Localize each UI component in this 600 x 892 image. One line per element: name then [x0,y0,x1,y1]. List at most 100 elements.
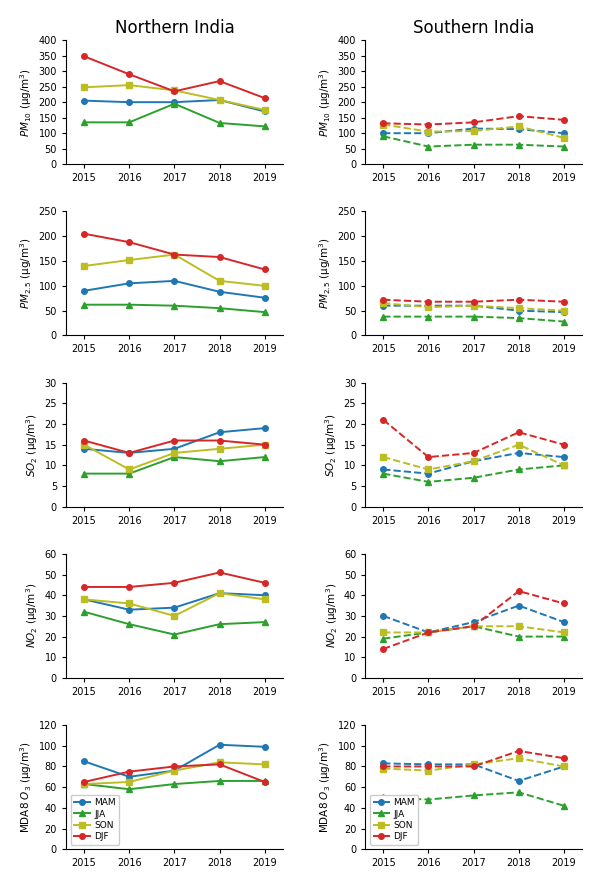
JJA [216,775,223,786]
DJF [380,644,387,655]
DJF [425,120,432,130]
MAM [515,775,523,786]
JJA [560,317,568,327]
JJA [80,300,88,310]
Y-axis label: $SO_2$ (µg/m$^3$): $SO_2$ (µg/m$^3$) [25,413,40,476]
JJA [425,311,432,322]
Line: SON: SON [380,121,567,141]
MAM [515,305,523,316]
JJA [380,468,387,479]
Title: Northern India: Northern India [115,20,234,37]
JJA [425,627,432,638]
SON [470,301,477,311]
JJA [125,117,133,128]
MAM [560,307,568,318]
MAM [125,605,133,615]
SON [560,460,568,471]
MAM [470,616,477,627]
Line: JJA: JJA [81,454,268,476]
Line: DJF: DJF [380,297,567,304]
DJF [515,746,523,756]
Y-axis label: MDA8 $O_3$ (µg/m$^3$): MDA8 $O_3$ (µg/m$^3$) [317,741,334,833]
SON [261,440,268,450]
Line: JJA: JJA [81,101,268,129]
MAM [470,759,477,770]
JJA [261,307,268,318]
MAM [560,761,568,772]
JJA [515,139,523,150]
Legend: MAM, JJA, SON, DJF: MAM, JJA, SON, DJF [370,795,418,845]
MAM [171,276,178,286]
JJA [425,141,432,152]
SON [380,764,387,774]
MAM [425,627,432,638]
MAM [216,739,223,750]
JJA [171,98,178,109]
SON [560,133,568,144]
DJF [470,448,477,458]
DJF [261,93,268,103]
Line: SON: SON [380,301,567,313]
DJF [125,448,133,458]
JJA [80,468,88,479]
Line: DJF: DJF [81,438,268,456]
JJA [125,300,133,310]
Line: MAM: MAM [380,303,567,315]
SON [560,627,568,638]
DJF [380,415,387,425]
DJF [560,440,568,450]
JJA [80,117,88,128]
SON [171,765,178,776]
Line: DJF: DJF [380,589,567,652]
JJA [80,607,88,617]
MAM [261,590,268,600]
MAM [216,588,223,599]
Line: JJA: JJA [380,789,567,808]
MAM [261,293,268,303]
Y-axis label: $PM_{2.5}$ (µg/m$^3$): $PM_{2.5}$ (µg/m$^3$) [19,238,34,310]
Line: SON: SON [81,82,268,112]
MAM [171,602,178,613]
DJF [470,761,477,772]
JJA [125,619,133,630]
MAM [80,594,88,605]
JJA [515,464,523,475]
MAM [560,451,568,462]
Line: JJA: JJA [380,134,567,149]
MAM [515,600,523,611]
MAM [425,301,432,311]
SON [125,79,133,90]
JJA [171,779,178,789]
Line: JJA: JJA [380,314,567,325]
Line: MAM: MAM [380,450,567,476]
JJA [171,301,178,311]
Line: MAM: MAM [380,761,567,784]
DJF [216,759,223,770]
DJF [515,427,523,438]
Line: DJF: DJF [380,748,567,769]
DJF [380,761,387,772]
Line: DJF: DJF [81,231,268,272]
DJF [80,51,88,62]
SON [216,276,223,286]
Line: MAM: MAM [81,278,268,301]
DJF [125,69,133,79]
Y-axis label: $PM_{10}$ (µg/m$^3$): $PM_{10}$ (µg/m$^3$) [19,68,34,136]
DJF [216,435,223,446]
SON [216,95,223,105]
Line: JJA: JJA [380,463,567,484]
JJA [515,787,523,797]
DJF [171,577,178,588]
SON [125,464,133,475]
Line: SON: SON [380,624,567,635]
SON [470,126,477,136]
MAM [560,128,568,138]
MAM [515,448,523,458]
MAM [380,464,387,475]
MAM [125,772,133,782]
Y-axis label: $PM_{2.5}$ (µg/m$^3$): $PM_{2.5}$ (µg/m$^3$) [317,238,334,310]
SON [125,777,133,788]
Line: JJA: JJA [81,778,268,792]
JJA [261,616,268,627]
MAM [171,97,178,108]
